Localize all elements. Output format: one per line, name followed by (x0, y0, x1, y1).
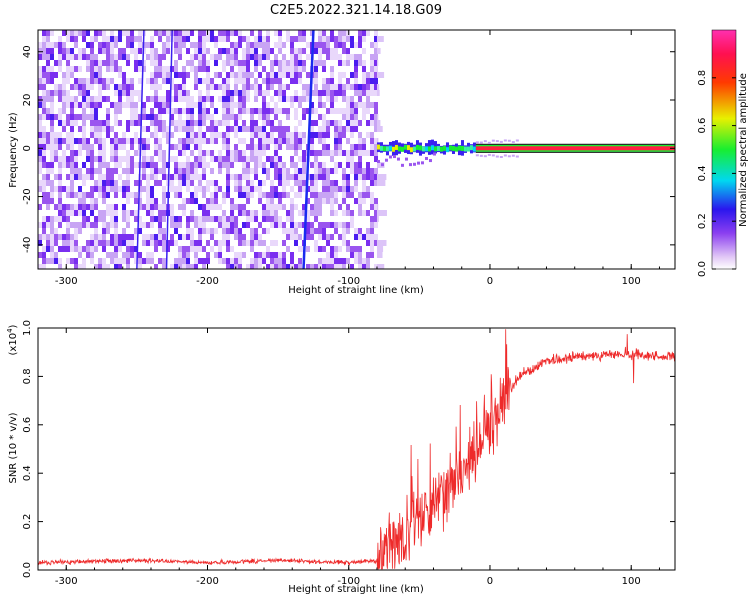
x-tick-label: -200 (196, 276, 219, 287)
x-tick-label: 0 (487, 576, 493, 587)
colorbar-tick-label: 0.0 (697, 261, 708, 277)
y-tick-label: -40 (22, 237, 33, 253)
snr-x-ticks: -300 -200 -100 0 100 (55, 328, 660, 587)
y-tick-label: -20 (22, 188, 33, 204)
x-tick-label: 0 (487, 276, 493, 287)
y-tick-label: 1.0 (22, 320, 33, 336)
snr-y-label: SNR (10 * v/v) (8, 412, 19, 483)
x-tick-label: -200 (196, 576, 219, 587)
colorbar-gradient (711, 29, 737, 270)
y-tick-label: 20 (22, 94, 33, 107)
x-tick-label: 100 (622, 576, 641, 587)
snr-y-ticks: 0.0 0.2 0.4 0.6 0.8 1.0 (22, 320, 675, 578)
y-tick-label: 0.6 (22, 417, 33, 433)
spectrogram-image (38, 30, 675, 269)
snr-series-line (38, 329, 675, 570)
y-tick-label: 0.4 (22, 465, 33, 481)
spectrogram-x-label: Height of straight line (km) (288, 285, 424, 296)
x-tick-label: -100 (337, 276, 360, 287)
x-tick-label: 100 (622, 276, 641, 287)
snr-x-label: Height of straight line (km) (288, 584, 424, 595)
chart-title: C2E5.2022.321.14.18.G09 (270, 3, 442, 18)
x-tick-label: -300 (55, 276, 78, 287)
x-tick-label: -100 (337, 576, 360, 587)
y-tick-label: 0.8 (22, 368, 33, 384)
y-tick-label: 0 (22, 145, 33, 151)
spectrogram-y-label: Frequency (Hz) (8, 112, 19, 188)
colorbar-tick-label: 0.8 (697, 70, 708, 86)
y-tick-label: 0.0 (22, 562, 33, 578)
snr-panel: -300 -200 -100 0 100 0.0 0.2 0.4 0.6 0.8 1.0 Heig… (6, 320, 676, 595)
colorbar-tick-label: 0.2 (697, 213, 708, 229)
colorbar: 0.0 0.2 0.4 0.6 0.8 Normalized spectral ampl… (697, 29, 749, 277)
spectrogram-frame (37, 29, 676, 270)
spectrogram-x-ticks: -300 -200 -100 0 100 (55, 30, 660, 287)
spectrogram-y-ticks: -40 -20 0 20 40 (22, 45, 675, 253)
snr-scale-label: (x104) (6, 324, 19, 355)
snr-frame (37, 327, 676, 571)
colorbar-tick-label: 0.4 (697, 165, 708, 181)
y-tick-label: 0.2 (22, 514, 33, 530)
colorbar-label: Normalized spectral amplitude (738, 73, 749, 227)
y-tick-label: 40 (22, 45, 33, 58)
colorbar-ticks: 0.0 0.2 0.4 0.6 0.8 (697, 70, 736, 277)
colorbar-tick-label: 0.6 (697, 118, 708, 134)
x-tick-label: -300 (55, 576, 78, 587)
